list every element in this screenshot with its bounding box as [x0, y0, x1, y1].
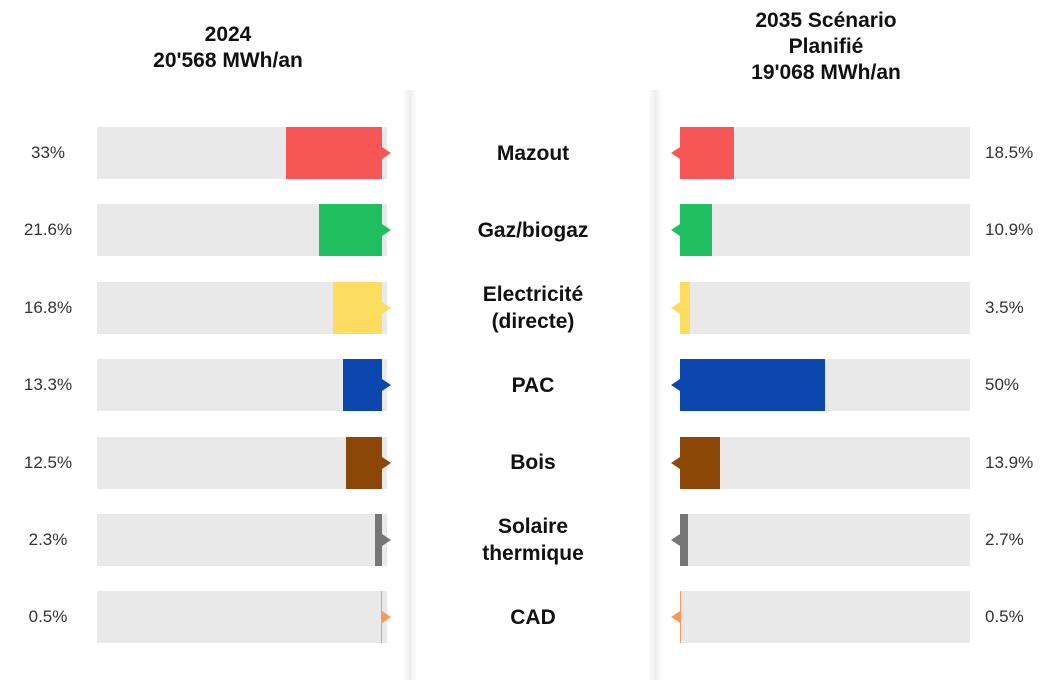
bar-pointer: [382, 147, 391, 159]
bar-track: [97, 514, 387, 566]
value-label: 10.9%: [985, 220, 1034, 240]
series-header: 2024 20'568 MWh/an: [118, 22, 338, 74]
bar: [680, 127, 734, 179]
bar: [286, 127, 382, 179]
bar-pointer: [382, 456, 391, 469]
bar-pointer: [671, 301, 680, 314]
bar: [375, 514, 382, 566]
bar: [680, 204, 712, 257]
bar-pointer: [382, 534, 391, 546]
value-label: 33%: [30, 143, 66, 162]
bar-pointer: [382, 611, 391, 624]
bar-pointer: [671, 224, 680, 237]
bar-pointer: [382, 379, 391, 392]
value-label: 2.3%: [28, 530, 68, 549]
bar-track: [680, 281, 970, 334]
value-label: 50%: [985, 375, 1020, 395]
bar: [343, 359, 382, 412]
bar: [345, 436, 382, 489]
bar: [680, 281, 691, 334]
value-label: 16.8%: [23, 297, 73, 317]
bar-track: [680, 514, 970, 566]
bar: [680, 359, 825, 412]
series-header: 2035 Scénario Planifié 19'068 MWh/an: [716, 8, 936, 86]
category-label: Mazout: [496, 141, 570, 165]
series-name: 2035 Scénario Planifié: [755, 9, 897, 58]
bar: [680, 436, 721, 489]
category-label: PAC: [511, 373, 555, 397]
bar: [333, 281, 382, 334]
value-label: 0.5%: [28, 607, 68, 627]
bar-pointer: [671, 379, 680, 392]
value-label: 18.5%: [985, 143, 1034, 162]
value-label: 13.3%: [23, 375, 73, 395]
bar-pointer: [671, 534, 680, 546]
bar-track: [680, 204, 970, 257]
bar-pointer: [671, 456, 680, 469]
series-subtitle: 19'068 MWh/an: [751, 61, 901, 84]
value-label: 13.9%: [985, 452, 1034, 472]
category-label: Gaz/biogaz: [477, 218, 589, 242]
bar: [319, 204, 382, 257]
separator: [648, 90, 662, 680]
value-label: 0.5%: [985, 607, 1024, 627]
value-label: 3.5%: [985, 297, 1024, 317]
value-label: 2.7%: [985, 530, 1024, 549]
bar-pointer: [382, 224, 391, 237]
bar-pointer: [671, 611, 680, 624]
series-subtitle: 20'568 MWh/an: [153, 49, 303, 72]
value-label: 12.5%: [23, 452, 73, 472]
value-label: 21.6%: [23, 220, 73, 240]
series-name: 2024: [204, 23, 252, 46]
bar-track: [680, 591, 970, 644]
category-label: CAD: [510, 605, 556, 629]
bar-pointer: [671, 147, 680, 159]
separator: [403, 90, 417, 680]
bar: [680, 514, 688, 566]
bar-track: [97, 359, 387, 412]
bar-track: [97, 591, 387, 644]
category-label: Solaire thermique: [482, 515, 584, 565]
bar: [380, 591, 382, 644]
category-label: Electricité (directe): [482, 282, 584, 333]
bar-track: [680, 436, 970, 489]
bar: [680, 591, 682, 644]
bar-pointer: [382, 301, 391, 314]
bar-track: [97, 436, 387, 489]
category-label: Bois: [510, 451, 556, 475]
